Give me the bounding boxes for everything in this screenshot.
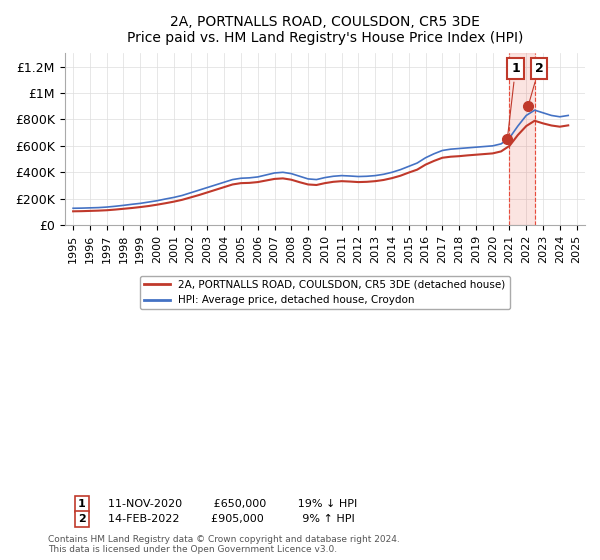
Text: 14-FEB-2022         £905,000           9% ↑ HPI: 14-FEB-2022 £905,000 9% ↑ HPI	[108, 514, 355, 524]
Text: 2: 2	[78, 514, 86, 524]
Legend: 2A, PORTNALLS ROAD, COULSDON, CR5 3DE (detached house), HPI: Average price, deta: 2A, PORTNALLS ROAD, COULSDON, CR5 3DE (d…	[140, 276, 510, 309]
Text: 2: 2	[529, 62, 544, 103]
Title: 2A, PORTNALLS ROAD, COULSDON, CR5 3DE
Price paid vs. HM Land Registry's House Pr: 2A, PORTNALLS ROAD, COULSDON, CR5 3DE Pr…	[127, 15, 523, 45]
Text: Contains HM Land Registry data © Crown copyright and database right 2024.
This d: Contains HM Land Registry data © Crown c…	[48, 535, 400, 554]
Text: 1: 1	[78, 499, 86, 509]
Bar	[509, 53, 535, 225]
Text: 11-NOV-2020         £650,000         19% ↓ HPI: 11-NOV-2020 £650,000 19% ↓ HPI	[108, 499, 357, 509]
Text: 1: 1	[508, 62, 520, 137]
